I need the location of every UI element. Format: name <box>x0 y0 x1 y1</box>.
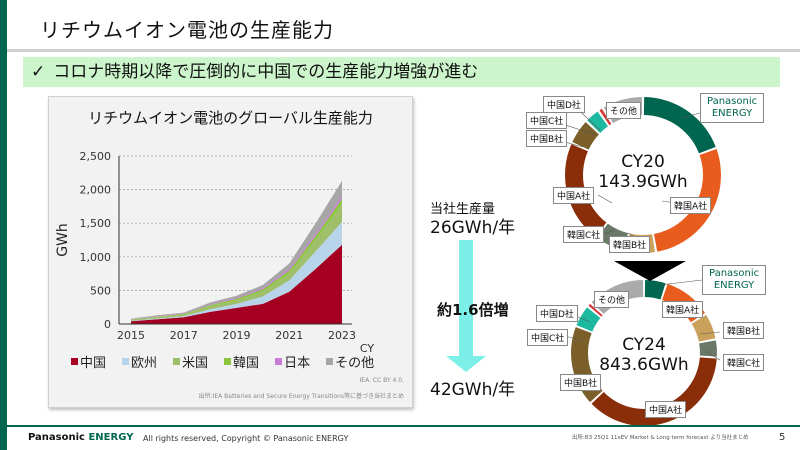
legend-swatch-icon <box>326 358 334 365</box>
area-series-1 <box>131 221 342 322</box>
brand-side-bar <box>0 0 7 450</box>
legend-item: その他 <box>326 352 374 371</box>
legend-label: 韓国 <box>233 356 260 371</box>
x-axis-label: CY <box>360 342 374 355</box>
y-tick-label: 0 <box>104 318 111 331</box>
cy20-label-panasonic: Panasonic ENERGY <box>700 93 765 123</box>
y-tick-label: 500 <box>90 284 111 297</box>
legend-item: 中国 <box>71 352 106 371</box>
cy24-label-china-b: 中国B社 <box>560 374 602 391</box>
growth-label: 約1.6倍増 <box>437 301 509 319</box>
area-series-3 <box>131 199 342 320</box>
donut-segment <box>576 307 601 332</box>
legend-label: 日本 <box>284 356 311 371</box>
cy24-label-china-a: 中国A社 <box>645 401 687 418</box>
chart-source: 出所:IEA Batteries and Secure Energy Trans… <box>198 393 404 400</box>
legend-swatch-icon <box>224 358 232 365</box>
donut-segment <box>699 340 717 357</box>
donut-segment <box>572 122 599 150</box>
legend-item: 韓国 <box>224 352 259 371</box>
area-series-5 <box>131 180 342 320</box>
cy20-label-korea-a: 韓国A社 <box>670 197 712 214</box>
own-production-cy20: 26GWh/年 <box>430 218 516 238</box>
y-tick-label: 2,000 <box>80 184 112 197</box>
x-tick-label: 2015 <box>117 329 145 342</box>
footer-source: 出所:B3 25Q1 11xEV Market & Long term fore… <box>572 435 749 441</box>
cy24-label-china-d: 中国D社 <box>536 305 578 322</box>
x-tick-label: 2017 <box>170 329 198 342</box>
legend-swatch-icon <box>173 358 181 365</box>
down-arrow-icon <box>446 356 486 372</box>
donut-cy24-center: CY24 843.6GWh <box>596 335 692 375</box>
cy20-label-china-c: 中国C社 <box>526 112 568 129</box>
legend-swatch-icon <box>275 358 283 365</box>
x-tick-label: 2023 <box>328 329 356 342</box>
cy24-label-panasonic: Panasonic ENERGY <box>702 265 767 295</box>
footer-copyright: All rights reserved, Copyright © Panason… <box>143 434 349 443</box>
cy20-label-korea-c: 韓国C社 <box>563 226 605 243</box>
title-divider <box>7 49 800 52</box>
donut-cy20-center: CY20 143.9GWh <box>598 152 688 192</box>
x-tick-label: 2021 <box>275 329 303 342</box>
check-icon: ✓ <box>31 62 46 82</box>
cy24-label-korea-c: 韓国C社 <box>723 354 765 371</box>
page-number: 5 <box>779 432 786 443</box>
cy20-label-china-d: 中国D社 <box>543 96 585 113</box>
global-capacity-chart: リチウムイオン電池のグローバル生産能力 0 500 1,000 1,500 2,000 2… <box>48 96 413 408</box>
own-production-label: 当社生産量 <box>430 202 496 217</box>
legend-item: 日本 <box>275 352 310 371</box>
legend-item: 米国 <box>173 352 208 371</box>
legend-swatch-icon <box>71 358 78 365</box>
y-tick-label: 2,500 <box>80 150 112 163</box>
y-axis-label: GWh <box>55 223 71 257</box>
donut-cy24-year: CY24 <box>622 335 666 355</box>
legend-label: 米国 <box>182 356 209 371</box>
chart-credit: IEA. CC BY 4.0. <box>359 377 404 384</box>
donut-cy20-total: 143.9GWh <box>598 172 688 192</box>
donut-segment <box>587 111 608 134</box>
cy24-label-korea-a: 韓国A社 <box>662 301 704 318</box>
area-series-0 <box>131 244 342 324</box>
legend-label: その他 <box>335 356 375 371</box>
cy24-label-other: その他 <box>594 291 630 308</box>
chart-legend: 中国 欧州 米国 韓国 日本 その他 <box>71 352 374 371</box>
cy24-label-china-c: 中国C社 <box>527 329 569 346</box>
donut-cy20-year: CY20 <box>621 152 665 172</box>
cy20-label-china-a: 中国A社 <box>553 187 595 204</box>
chart-title: リチウムイオン電池のグローバル生産能力 <box>88 109 373 127</box>
cy20-label-korea-b: 韓国B社 <box>609 236 651 253</box>
growth-arrow-shaft <box>459 240 473 357</box>
legend-item: 欧州 <box>122 352 157 371</box>
x-tick-label: 2019 <box>223 329 251 342</box>
own-production-cy24: 42GWh/年 <box>430 380 516 400</box>
y-tick-label: 1,000 <box>80 251 112 264</box>
footer-logo: Panasonic ENERGY <box>28 432 134 443</box>
slide-title: リチウムイオン電池の生産能力 <box>40 18 334 42</box>
banner-text: コロナ時期以降で圧倒的に中国での生産能力増強が進む <box>53 62 479 82</box>
legend-swatch-icon <box>122 358 130 365</box>
area-chart-plot: 0 500 1,000 1,500 2,000 2,500 GWh 2015 2017 2019 2… <box>55 150 374 355</box>
cy20-label-china-b: 中国B社 <box>526 130 568 147</box>
donut-cy24-total: 843.6GWh <box>599 355 689 375</box>
footer-divider <box>7 425 800 427</box>
key-message-banner: ✓ コロナ時期以降で圧倒的に中国での生産能力増強が進む <box>23 57 780 87</box>
cy20-label-other: その他 <box>606 102 642 119</box>
area-series-2 <box>131 204 342 321</box>
y-tick-label: 1,500 <box>80 217 112 230</box>
legend-label: 欧州 <box>131 356 158 371</box>
transition-triangle-icon <box>614 261 686 281</box>
donut-segment <box>644 280 666 300</box>
legend-label: 中国 <box>80 356 107 371</box>
donut-segment <box>691 314 716 342</box>
cy24-label-korea-b: 韓国B社 <box>723 322 765 339</box>
